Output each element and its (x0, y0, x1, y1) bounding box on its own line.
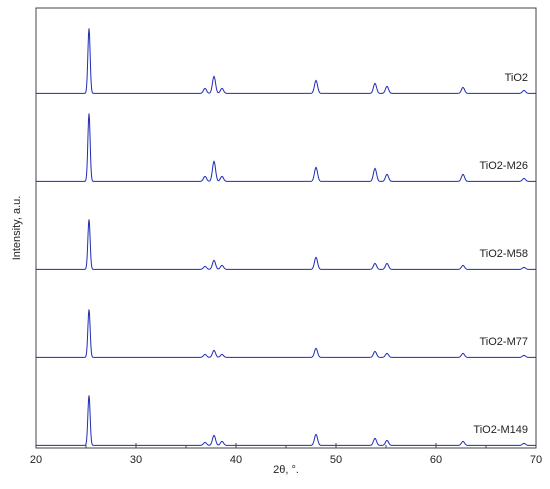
series-label-tio2-m149: TiO2-M149 (473, 424, 528, 436)
y-axis-title: Intensity, a.u. (11, 196, 23, 261)
x-tick-label: 20 (30, 454, 42, 466)
series-labels: TiO2 TiO2-M26 TiO2-M58 TiO2-M77 TiO2-M149 (473, 72, 528, 436)
series-label-tio2-m26: TiO2-M26 (480, 160, 529, 172)
series-layer (36, 28, 536, 446)
series-line-tio2-m26 (36, 113, 536, 182)
series-line-tio2-m77 (36, 309, 536, 358)
x-axis-title: 2θ, °. (273, 464, 299, 476)
series-label-tio2: TiO2 (505, 72, 528, 84)
x-tick-label: 70 (530, 454, 542, 466)
series-line-tio2-m149 (36, 395, 536, 446)
series-label-tio2-m77: TiO2-M77 (480, 336, 529, 348)
series-line-tio2 (36, 28, 536, 94)
x-tick-label: 40 (230, 454, 242, 466)
x-tick-label: 50 (330, 454, 342, 466)
x-tick-label: 30 (130, 454, 142, 466)
series-label-tio2-m58: TiO2-M58 (480, 248, 529, 260)
plot-frame (35, 7, 537, 449)
x-axis: 20 30 40 50 60 70 (30, 443, 542, 466)
series-line-tio2-m58 (36, 219, 536, 270)
x-tick-label: 60 (430, 454, 442, 466)
